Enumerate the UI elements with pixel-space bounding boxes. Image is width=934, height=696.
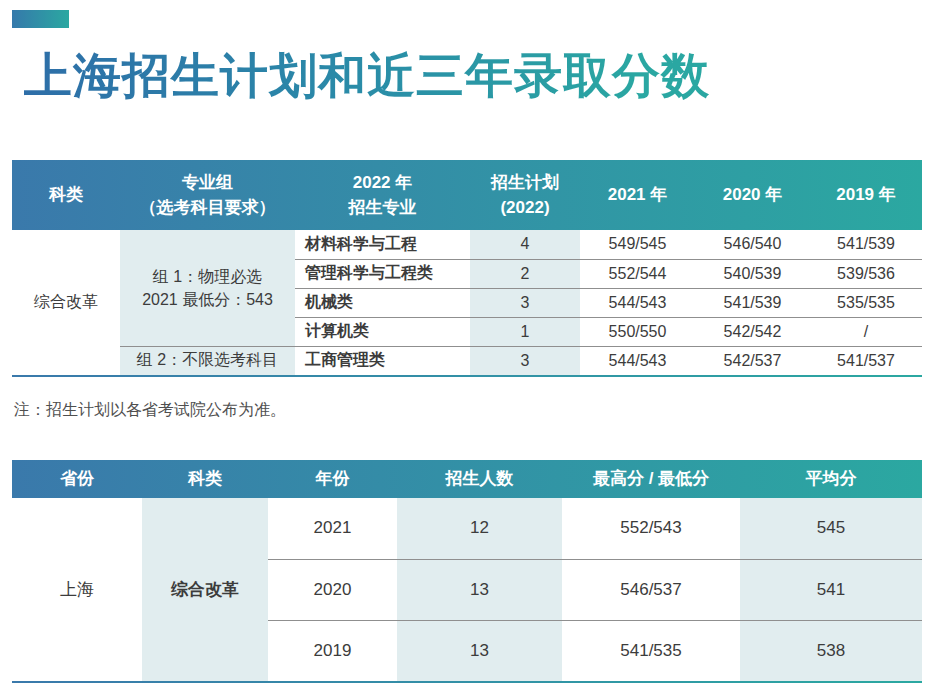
enrollment-plan-table-wrap: 科类 专业组 （选考科目要求） 2022 年 招生专业 招生计划 (2022) … <box>12 160 922 377</box>
year-cell: 2021 <box>268 498 397 559</box>
score-2020-cell: 542/542 <box>695 317 810 346</box>
major-link[interactable]: 机械类 <box>295 288 470 317</box>
header-plan-2022-line1: 招生计划 <box>470 170 580 196</box>
table-bottom-rule <box>12 375 922 377</box>
major-link[interactable]: 管理科学与工程类 <box>295 259 470 288</box>
score-2019-cell: 539/536 <box>810 259 922 288</box>
page-title: 上海招生计划和近三年录取分数 <box>24 44 710 108</box>
admitted-count-cell: 13 <box>397 620 562 681</box>
history-table-header-row: 省份 科类 年份 招生人数 最高分 / 最低分 平均分 <box>12 460 922 498</box>
plan-count-cell: 3 <box>470 346 580 375</box>
major-link[interactable]: 工商管理类 <box>295 346 470 375</box>
major-group-1-cell: 组 1：物理必选 2021 最低分：543 <box>120 230 295 346</box>
province-cell: 上海 <box>12 498 142 681</box>
header-subject-type: 科类 <box>142 460 268 498</box>
header-major-group-line2: （选考科目要求） <box>120 195 295 221</box>
score-2020-cell: 540/539 <box>695 259 810 288</box>
table-row: 组 2：不限选考科目 工商管理类 3 544/543 542/537 541/5… <box>12 346 922 375</box>
header-year-2021: 2021 年 <box>580 160 695 230</box>
table-row: 综合改革 组 1：物理必选 2021 最低分：543 材料科学与工程 4 549… <box>12 230 922 259</box>
max-min-score-cell: 552/543 <box>562 498 740 559</box>
major-link[interactable]: 材料科学与工程 <box>295 230 470 259</box>
score-2021-cell: 544/543 <box>580 288 695 317</box>
score-2019-cell: 535/535 <box>810 288 922 317</box>
score-2020-cell: 541/539 <box>695 288 810 317</box>
subject-type-cell: 综合改革 <box>12 230 120 375</box>
average-score-cell: 538 <box>740 620 922 681</box>
header-major-group-line1: 专业组 <box>120 170 295 196</box>
group1-line1: 组 1：物理必选 <box>120 265 295 288</box>
header-majors-2022: 2022 年 招生专业 <box>295 160 470 230</box>
admitted-count-cell: 12 <box>397 498 562 559</box>
header-plan-2022-line2: (2022) <box>470 195 580 221</box>
major-link[interactable]: 计算机类 <box>295 317 470 346</box>
score-2021-cell: 550/550 <box>580 317 695 346</box>
accent-badge <box>12 10 69 28</box>
header-majors-2022-line1: 2022 年 <box>295 170 470 196</box>
header-major-group: 专业组 （选考科目要求） <box>120 160 295 230</box>
header-year-2019: 2019 年 <box>810 160 922 230</box>
score-2019-cell: 541/539 <box>810 230 922 259</box>
header-max-min-score: 最高分 / 最低分 <box>562 460 740 498</box>
plan-count-cell: 1 <box>470 317 580 346</box>
max-min-score-cell: 541/535 <box>562 620 740 681</box>
year-cell: 2020 <box>268 559 397 620</box>
plan-table-header-row: 科类 专业组 （选考科目要求） 2022 年 招生专业 招生计划 (2022) … <box>12 160 922 230</box>
score-2020-cell: 546/540 <box>695 230 810 259</box>
header-average-score: 平均分 <box>740 460 922 498</box>
header-subject-type: 科类 <box>12 160 120 230</box>
average-score-cell: 545 <box>740 498 922 559</box>
header-subject-type-label: 科类 <box>12 182 120 208</box>
admission-history-table: 省份 科类 年份 招生人数 最高分 / 最低分 平均分 上海 综合改革 2021… <box>12 460 922 681</box>
group1-line2: 2021 最低分：543 <box>120 288 295 311</box>
table-row: 上海 综合改革 2021 12 552/543 545 <box>12 498 922 559</box>
plan-note: 注：招生计划以各省考试院公布为准。 <box>14 400 286 421</box>
score-2019-cell: 541/537 <box>810 346 922 375</box>
header-admitted-count: 招生人数 <box>397 460 562 498</box>
score-2021-cell: 552/544 <box>580 259 695 288</box>
enrollment-plan-table: 科类 专业组 （选考科目要求） 2022 年 招生专业 招生计划 (2022) … <box>12 160 922 375</box>
max-min-score-cell: 546/537 <box>562 559 740 620</box>
plan-count-cell: 2 <box>470 259 580 288</box>
subject-type-cell: 综合改革 <box>142 498 268 681</box>
table-bottom-rule <box>12 681 922 683</box>
score-2020-cell: 542/537 <box>695 346 810 375</box>
header-plan-2022: 招生计划 (2022) <box>470 160 580 230</box>
header-province: 省份 <box>12 460 142 498</box>
header-majors-2022-line2: 招生专业 <box>295 195 470 221</box>
plan-count-cell: 4 <box>470 230 580 259</box>
score-2021-cell: 544/543 <box>580 346 695 375</box>
header-year-2020: 2020 年 <box>695 160 810 230</box>
year-cell: 2019 <box>268 620 397 681</box>
score-2021-cell: 549/545 <box>580 230 695 259</box>
average-score-cell: 541 <box>740 559 922 620</box>
major-group-2-cell: 组 2：不限选考科目 <box>120 346 295 375</box>
score-2019-cell: / <box>810 317 922 346</box>
plan-count-cell: 3 <box>470 288 580 317</box>
admission-history-table-wrap: 省份 科类 年份 招生人数 最高分 / 最低分 平均分 上海 综合改革 2021… <box>12 460 922 683</box>
header-year: 年份 <box>268 460 397 498</box>
admitted-count-cell: 13 <box>397 559 562 620</box>
